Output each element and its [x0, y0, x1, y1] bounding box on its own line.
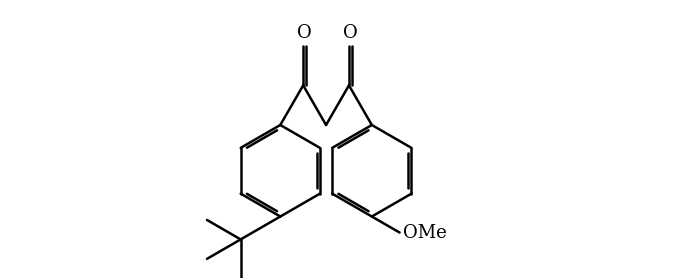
Text: O: O — [298, 24, 312, 42]
Text: O: O — [343, 24, 358, 42]
Text: OMe: OMe — [403, 223, 447, 242]
